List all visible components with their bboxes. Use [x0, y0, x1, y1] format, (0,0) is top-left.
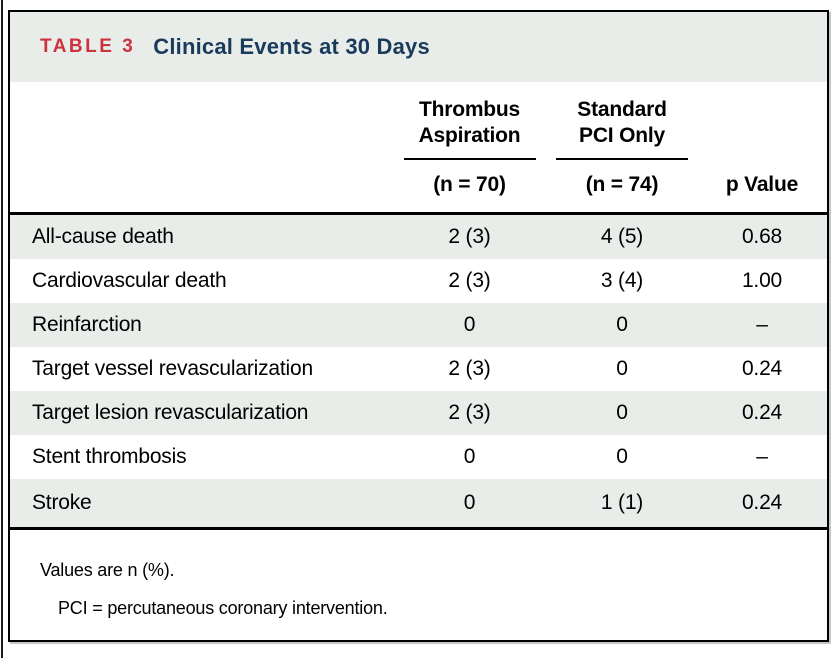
column-header-line: PCI Only — [579, 124, 665, 147]
column-n-standard-pci: (n = 74) — [547, 160, 697, 215]
cell-standard-pci: 4 (5) — [600, 225, 644, 248]
row-label: Cardiovascular death — [32, 269, 227, 292]
cell-thrombus-aspiration: 0 — [463, 445, 476, 468]
table-row: Target lesion revascularization 2 (3) 0 … — [10, 391, 827, 435]
row-label: Target lesion revascularization — [32, 401, 309, 424]
table-row: Cardiovascular death 2 (3) 3 (4) 1.00 — [10, 259, 827, 303]
row-label: Reinfarction — [32, 313, 142, 336]
table-header-band: TABLE 3 Clinical Events at 30 Days — [10, 12, 827, 82]
cell-p-value: 0.68 — [741, 225, 783, 248]
table-number-label: TABLE 3 — [40, 36, 136, 57]
clinical-events-table: Thrombus Aspiration Standard PCI Only — [10, 82, 827, 530]
cell-thrombus-aspiration: 2 (3) — [448, 401, 491, 424]
column-header-line: Standard — [577, 98, 667, 121]
cell-thrombus-aspiration: 0 — [392, 479, 547, 530]
column-header-p-value: p Value — [697, 160, 827, 215]
footnote-values: Values are n (%). — [40, 560, 175, 580]
table-footnotes: Values are n (%). PCI = percutaneous cor… — [10, 530, 827, 619]
table-row: Reinfarction 0 0 – — [10, 303, 827, 347]
cell-thrombus-aspiration: 2 (3) — [448, 357, 491, 380]
footnote-abbreviation: PCI = percutaneous coronary intervention… — [58, 598, 388, 618]
cell-standard-pci: 0 — [616, 401, 628, 424]
cell-standard-pci: 0 — [616, 357, 628, 380]
column-n-row: (n = 70) (n = 74) p Value — [10, 160, 827, 215]
cell-p-value: – — [756, 445, 768, 468]
p-value-header-spacer — [697, 82, 827, 160]
cell-p-value: 0.24 — [741, 401, 783, 424]
cell-standard-pci: 0 — [616, 445, 628, 468]
column-header-line: Aspiration — [418, 124, 521, 147]
cell-p-value: 0.24 — [741, 357, 783, 380]
page-column-rule — [1, 0, 3, 658]
column-group-row: Thrombus Aspiration Standard PCI Only — [10, 82, 827, 160]
cell-standard-pci: 3 (4) — [600, 269, 644, 292]
row-label: Stent thrombosis — [32, 445, 187, 468]
row-label: Stroke — [10, 479, 392, 530]
clinical-events-table-card: TABLE 3 Clinical Events at 30 Days Throm… — [8, 10, 829, 642]
table-row: Stroke 0 1 (1) 0.24 — [10, 479, 827, 530]
table-row: Target vessel revascularization 2 (3) 0 … — [10, 347, 827, 391]
cell-thrombus-aspiration: 2 (3) — [448, 225, 491, 248]
table-row: All-cause death 2 (3) 4 (5) 0.68 — [10, 213, 827, 259]
cell-p-value: 1.00 — [741, 269, 783, 292]
cell-standard-pci: 1 (1) — [547, 479, 697, 530]
table-title: Clinical Events at 30 Days — [153, 34, 430, 59]
column-header-standard-pci: Standard PCI Only — [556, 97, 688, 160]
column-header-line: Thrombus — [418, 98, 521, 121]
cell-standard-pci: 0 — [616, 313, 628, 336]
column-n-thrombus-aspiration: (n = 70) — [392, 160, 547, 215]
table-row: Stent thrombosis 0 0 – — [10, 435, 827, 479]
row-label: All-cause death — [32, 225, 174, 248]
stub-header-empty — [10, 82, 392, 160]
cell-p-value: – — [756, 313, 768, 336]
cell-p-value: 0.24 — [697, 479, 827, 530]
column-header-thrombus-aspiration: Thrombus Aspiration — [403, 97, 536, 160]
cell-thrombus-aspiration: 2 (3) — [448, 269, 491, 292]
stub-header-empty — [10, 160, 392, 215]
row-label: Target vessel revascularization — [32, 357, 313, 380]
cell-thrombus-aspiration: 0 — [463, 313, 476, 336]
